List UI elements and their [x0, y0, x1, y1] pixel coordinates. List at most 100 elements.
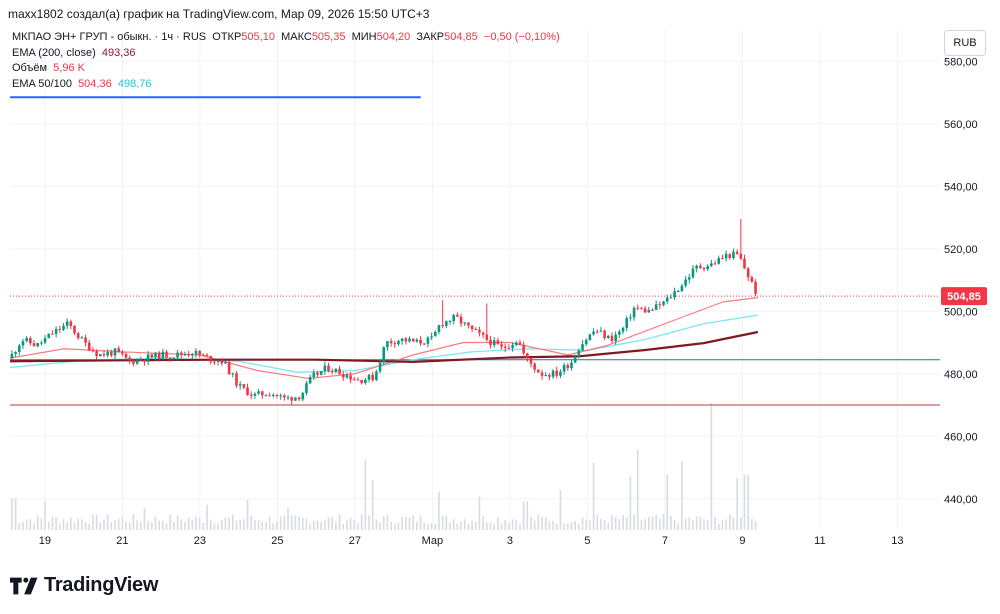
volume-bar [320, 521, 322, 530]
volume-bar [751, 518, 753, 530]
volume-bar [434, 523, 437, 530]
y-tick-label: 540,00 [944, 181, 978, 193]
volume-bar [508, 523, 510, 530]
candle-body [673, 291, 676, 298]
candle-body [202, 354, 205, 356]
volume-bar [397, 522, 400, 530]
volume-bar [103, 519, 105, 530]
volume-bar [202, 522, 205, 530]
volume-bar [636, 449, 639, 530]
candle-body [132, 360, 135, 364]
volume-bar [213, 523, 216, 530]
price-chart[interactable]: 504,85 580,00 560,00 540,00 520,00 500,00 480,… [0, 26, 1000, 556]
volume-bar [99, 522, 102, 530]
candle-body [566, 365, 570, 369]
candle-body [235, 373, 238, 386]
volume-bar [327, 517, 330, 530]
volume-bar [677, 523, 680, 530]
candle-body [260, 391, 264, 396]
volume-bar [198, 517, 201, 530]
candle-body [732, 251, 735, 259]
volume-bar [460, 521, 462, 530]
volume-bar [257, 519, 260, 530]
candle-body [106, 351, 109, 356]
volume-bar [246, 499, 249, 530]
candle-body [121, 352, 124, 354]
top-bar: maxx1802 создал(а) график на TradingView… [0, 0, 1000, 26]
chart-area[interactable]: 504,85 580,00 560,00 540,00 520,00 500,00 480,… [0, 26, 1000, 556]
candle-body [73, 325, 76, 334]
legend-low-label: МИН [351, 31, 377, 43]
candle-body [448, 321, 452, 323]
candle-body [691, 268, 695, 278]
legend-symbol[interactable]: МКПАО ЭН+ ГРУП - обыкн. · 1ч · RUS [12, 31, 207, 43]
volume-bar [419, 515, 422, 530]
legend-ema50-value: 504,36 [78, 77, 112, 90]
volume-bar [452, 519, 455, 530]
volume-bar [515, 519, 518, 530]
volume-bar [390, 521, 392, 530]
legend-ema200-label: EMA (200, close) [12, 46, 96, 59]
candle-body [570, 362, 573, 369]
volume-bar [647, 517, 650, 530]
legend-volume-label: Объём [12, 62, 48, 74]
candle-body [345, 375, 349, 378]
volume-bar [209, 519, 212, 530]
candle-body [721, 258, 724, 260]
candle-body [231, 373, 235, 375]
currency-button[interactable]: RUB [944, 30, 986, 56]
candle-body [253, 393, 257, 396]
candle-body [135, 359, 139, 364]
legend-volume-row[interactable]: Объём 5,96 K [12, 61, 560, 77]
candle-body [728, 253, 732, 259]
candle-body [555, 370, 559, 376]
candle-body [503, 346, 507, 348]
candle-body [511, 344, 514, 349]
candle-body [371, 374, 374, 380]
tradingview-logo[interactable]: TradingView [10, 574, 158, 597]
candle-body [242, 384, 246, 388]
volume-bar [151, 522, 153, 530]
candle-body [382, 347, 386, 363]
candle-body [338, 368, 341, 375]
volume-bar [467, 523, 470, 530]
candle-body [316, 372, 319, 375]
volume-bar [132, 514, 135, 530]
volume-bar [346, 520, 348, 530]
candle-body [654, 304, 658, 310]
volume-bar [184, 521, 186, 530]
volume-bar [714, 516, 716, 530]
x-tick-label: 13 [891, 535, 903, 547]
volume-bar [147, 520, 149, 530]
volume-bar [261, 521, 264, 530]
volume-bar [541, 516, 543, 530]
candle-body [10, 353, 14, 359]
candle-body [87, 342, 91, 351]
candle-body [364, 379, 367, 384]
volume-bar [574, 521, 576, 530]
legend-ema50100-row[interactable]: EMA 50/100 504,36 498,76 [12, 77, 560, 93]
candle-body [172, 357, 176, 359]
legend-close-label: ЗАКР [416, 31, 445, 43]
candle-body [408, 338, 411, 342]
candle-body [717, 258, 721, 264]
candle-body [724, 253, 728, 259]
candle-body [562, 365, 566, 372]
volume-bar [456, 523, 459, 530]
x-tick-label: 21 [116, 535, 128, 547]
legend-ema200-row[interactable]: EMA (200, close) 493,36 [12, 46, 560, 62]
candle-body [113, 348, 117, 356]
candle-body [21, 341, 25, 346]
candle-body [36, 343, 40, 347]
volume-bar [603, 519, 606, 530]
candle-body [492, 340, 496, 346]
candle-body [40, 342, 43, 344]
volume-bar [710, 402, 713, 530]
volume-bar [533, 520, 536, 530]
volume-bar [570, 522, 573, 530]
volume-bar [592, 463, 595, 530]
volume-bar [622, 515, 624, 530]
candle-body [98, 354, 102, 357]
volume-bar [651, 516, 654, 530]
volume-bar [445, 515, 448, 530]
